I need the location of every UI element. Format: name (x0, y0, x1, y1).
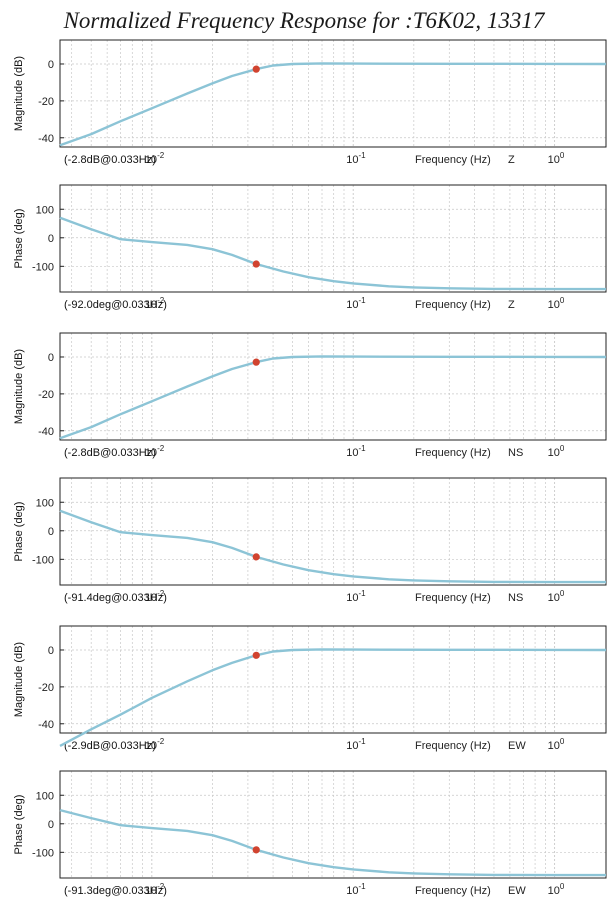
component-label: Z (508, 154, 515, 166)
plot-frame (59, 39, 607, 148)
response-curve (59, 216, 606, 291)
x-axis-label: Frequency (Hz) (415, 885, 491, 897)
marker-readout: (-2.8dB@0.033Hz) (64, 154, 156, 166)
x-axis-label: Frequency (Hz) (415, 299, 491, 311)
x-tick-label: 10-1 (346, 444, 366, 459)
x-tick-label: 10-2 (145, 737, 165, 752)
plot-frame (59, 477, 607, 586)
y-tick-label: 0 (48, 819, 54, 831)
x-axis-label: Frequency (Hz) (415, 592, 491, 604)
component-label: NS (508, 447, 523, 459)
x-tick-label: 10-2 (145, 444, 165, 459)
y-tick-label: 0 (48, 233, 54, 245)
y-tick-label: 0 (48, 59, 54, 71)
y-axis-label: Phase (deg) (13, 502, 25, 562)
x-axis-label: Frequency (Hz) (415, 154, 491, 166)
y-tick-label: -100 (32, 847, 54, 859)
x-tick-label: 10-2 (145, 151, 165, 166)
corner-frequency-marker (252, 651, 260, 659)
response-curve (59, 509, 606, 584)
panel-ns-magnitude: 0 -20 -40 Magnitude (dB) 10-2 10-1 100 (-2.8dB@… (13, 332, 607, 459)
response-curve (59, 62, 607, 147)
y-tick-label: 100 (36, 204, 54, 216)
x-tick-label: 100 (548, 589, 565, 604)
x-tick-label: 10-2 (145, 882, 165, 897)
y-axis-label: Magnitude (dB) (13, 349, 25, 424)
y-axis-label: Magnitude (dB) (13, 56, 25, 131)
corner-frequency-marker (252, 260, 260, 268)
corner-frequency-marker (252, 846, 260, 854)
response-curve (59, 648, 607, 747)
x-tick-label: 100 (548, 151, 565, 166)
response-curve (59, 808, 606, 877)
y-tick-label: -20 (38, 389, 54, 401)
y-tick-label: 100 (36, 497, 54, 509)
marker-readout: (-2.9dB@0.033Hz) (64, 740, 156, 752)
y-tick-label: -20 (38, 682, 54, 694)
x-tick-label: 100 (548, 737, 565, 752)
component-label: EW (508, 740, 526, 752)
x-tick-label: 100 (548, 882, 565, 897)
response-curve (59, 355, 607, 440)
panel-ns-phase: 100 0 -100 Phase (deg) 10-2 10-1 100 (-91.4deg@… (13, 477, 607, 604)
y-tick-label: -100 (32, 261, 54, 273)
x-tick-label: 10-1 (346, 151, 366, 166)
y-tick-label: 100 (36, 790, 54, 802)
x-tick-label: 10-1 (346, 737, 366, 752)
y-tick-label: -100 (32, 554, 54, 566)
y-tick-label: -40 (38, 133, 54, 145)
x-axis-label: Frequency (Hz) (415, 447, 491, 459)
component-label: Z (508, 299, 515, 311)
x-tick-label: 10-2 (145, 296, 165, 311)
panel-z-phase: 100 0 -100 Phase (deg) 10-2 10-1 100 (-92.0deg@… (13, 184, 607, 311)
y-tick-label: -20 (38, 96, 54, 108)
marker-readout: (-2.8dB@0.033Hz) (64, 447, 156, 459)
component-label: NS (508, 592, 523, 604)
marker-readout: (-91.4deg@0.033Hz) (64, 592, 167, 604)
x-tick-label: 10-1 (346, 296, 366, 311)
panel-z-magnitude: 0 -20 -40 Magnitude (dB) 10-2 10-1 100 (-2.8dB@… (13, 39, 607, 166)
corner-frequency-marker (252, 358, 260, 366)
y-axis-label: Phase (deg) (13, 795, 25, 855)
x-tick-label: 10-1 (346, 589, 366, 604)
x-tick-label: 100 (548, 296, 565, 311)
corner-frequency-marker (252, 65, 260, 73)
plot-frame (59, 625, 607, 734)
y-tick-label: 0 (48, 645, 54, 657)
y-tick-label: -40 (38, 719, 54, 731)
x-tick-label: 10-1 (346, 882, 366, 897)
y-axis-label: Phase (deg) (13, 209, 25, 269)
plot-frame (59, 332, 607, 441)
plot-frame (59, 770, 607, 879)
corner-frequency-marker (252, 553, 260, 561)
y-axis-label: Magnitude (dB) (13, 642, 25, 717)
y-tick-label: 0 (48, 352, 54, 364)
component-label: EW (508, 885, 526, 897)
y-tick-label: -40 (38, 426, 54, 438)
marker-readout: (-92.0deg@0.033Hz) (64, 299, 167, 311)
y-tick-label: 0 (48, 526, 54, 538)
panel-ew-phase: 100 0 -100 Phase (deg) 10-2 10-1 100 (-91.3deg@… (13, 770, 607, 897)
x-tick-label: 10-2 (145, 589, 165, 604)
panel-ew-magnitude: 0 -20 -40 Magnitude (dB) 10-2 10-1 100 (-2.9dB@… (13, 625, 607, 752)
plot-frame (59, 184, 607, 293)
x-tick-label: 100 (548, 444, 565, 459)
marker-readout: (-91.3deg@0.033Hz) (64, 885, 167, 897)
figure-title: Normalized Frequency Response for :T6K02… (63, 8, 545, 33)
x-axis-label: Frequency (Hz) (415, 740, 491, 752)
